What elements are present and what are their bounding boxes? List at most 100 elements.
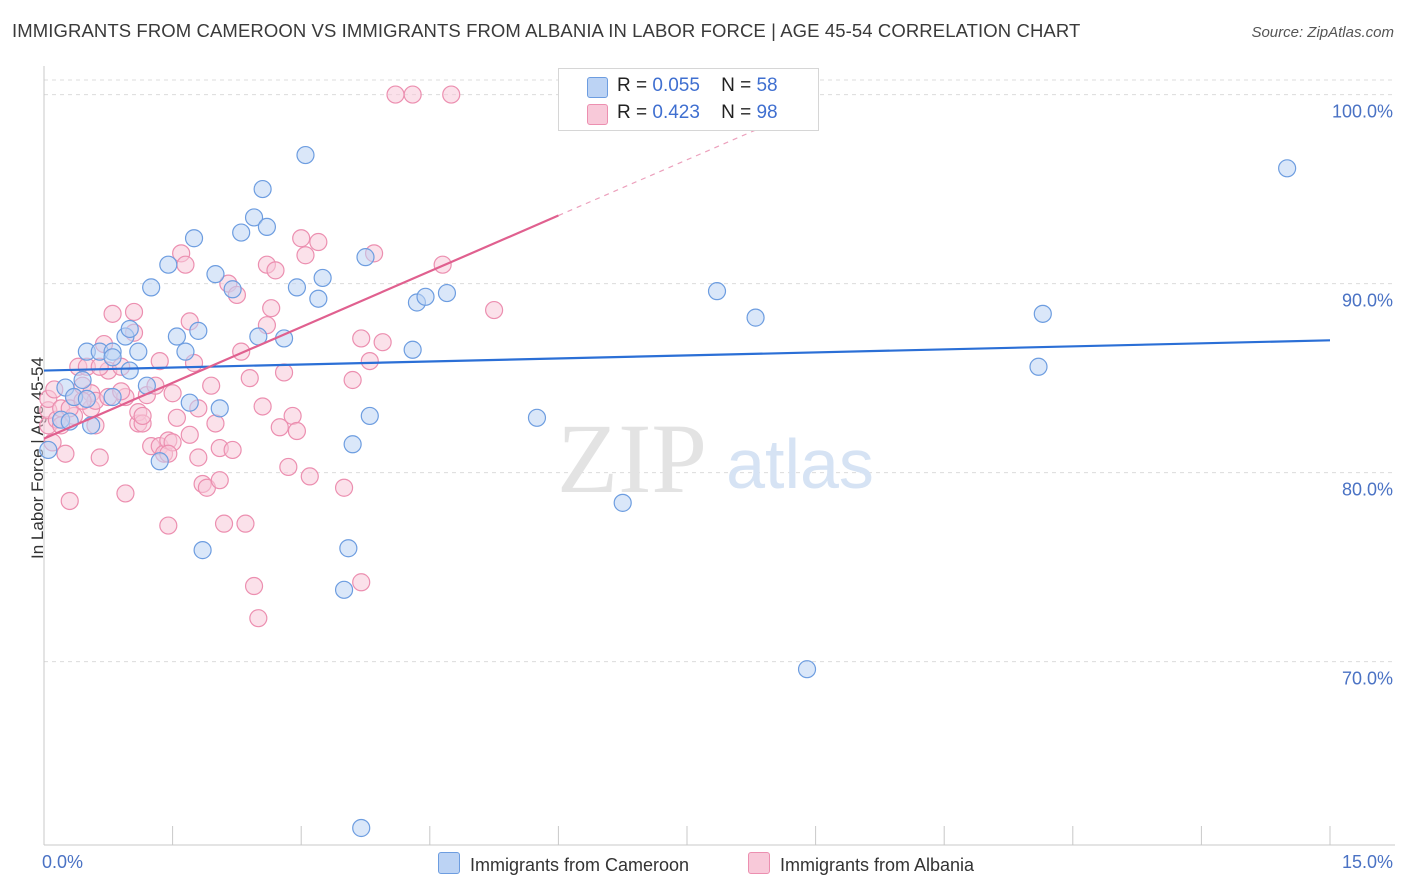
albania-trend-line xyxy=(43,214,559,440)
cameroon-point-57 xyxy=(82,416,101,435)
albania-point-84 xyxy=(373,333,392,352)
albania-point-85 xyxy=(386,85,405,104)
cameroon-points xyxy=(39,145,1297,838)
cameroon-point-36 xyxy=(296,145,315,165)
albania-point-57 xyxy=(223,440,242,460)
cameroon-point-39 xyxy=(334,580,354,599)
albania-point-19 xyxy=(90,448,109,467)
legend-n-value-cameroon: 58 xyxy=(756,75,778,96)
albania-point-89 xyxy=(485,300,504,320)
axes xyxy=(43,66,1395,846)
albania-point-48 xyxy=(189,448,208,467)
watermark-atlas: atlas xyxy=(726,425,874,503)
albania-point-79 xyxy=(343,370,362,390)
bottom-legend-label-cameroon: Immigrants from Cameroon xyxy=(470,855,690,875)
albania-point-70 xyxy=(274,363,294,382)
cameroon-point-28 xyxy=(223,280,242,299)
albania-point-82 xyxy=(360,351,379,371)
cameroon-point-54 xyxy=(1029,357,1048,376)
chart-title: IMMIGRANTS FROM CAMEROON VS IMMIGRANTS F… xyxy=(12,20,1081,41)
cameroon-point-50 xyxy=(613,493,632,512)
albania-point-63 xyxy=(249,609,268,628)
albania-point-52 xyxy=(206,414,225,433)
albania-point-74 xyxy=(292,229,311,248)
cameroon-point-25 xyxy=(193,541,212,560)
albania-point-86 xyxy=(403,85,422,104)
legend-r-value-albania: 0.423 xyxy=(652,102,700,123)
albania-point-62 xyxy=(244,576,264,596)
cameroon-point-11 xyxy=(103,387,122,407)
albania-point-71 xyxy=(279,457,298,477)
albania-point-77 xyxy=(309,232,328,252)
albania-point-81 xyxy=(352,329,371,348)
albania-point-44 xyxy=(176,255,195,274)
cameroon-point-30 xyxy=(244,208,264,227)
cameroon-point-15 xyxy=(129,342,148,361)
albania-point-61 xyxy=(240,369,259,388)
cameroon-point-24 xyxy=(189,321,208,340)
y-tick-label-1: 80.0% xyxy=(1341,479,1393,500)
albania-point-40 xyxy=(163,384,182,403)
cameroon-point-51 xyxy=(707,282,727,301)
y-tick-label-2: 90.0% xyxy=(1341,290,1393,311)
albania-point-72 xyxy=(283,406,302,426)
y-tick-label-3: 100.0% xyxy=(1331,101,1393,122)
cameroon-point-0 xyxy=(39,440,58,460)
cameroon-point-31 xyxy=(253,179,272,199)
albania-point-9 xyxy=(60,491,79,511)
albania-point-73 xyxy=(287,421,307,441)
cameroon-point-29 xyxy=(232,223,251,242)
watermark-zip: ZIP xyxy=(557,403,707,514)
albania-point-35 xyxy=(150,351,169,371)
cameroon-point-33 xyxy=(257,217,277,236)
bottom-legend-swatch-albania xyxy=(748,852,770,874)
legend-r-value-cameroon: 0.055 xyxy=(652,75,700,96)
bottom-legend-cameroon: Immigrants from Cameroon xyxy=(438,852,689,876)
cameroon-point-41 xyxy=(343,435,362,454)
albania-point-75 xyxy=(296,246,315,265)
albania-point-60 xyxy=(236,514,255,533)
albania-point-25 xyxy=(116,484,135,503)
source-credit: Source: ZipAtlas.com xyxy=(1251,24,1394,41)
x-tick-label-min: 0.0% xyxy=(42,852,84,872)
albania-point-54 xyxy=(210,471,229,490)
cameroon-point-35 xyxy=(287,278,307,297)
albania-point-95 xyxy=(133,406,152,426)
albania-point-55 xyxy=(214,514,234,533)
cameroon-point-47 xyxy=(416,287,435,306)
cameroon-point-40 xyxy=(339,539,358,558)
cameroon-point-17 xyxy=(142,278,161,297)
cameroon-point-55 xyxy=(1033,304,1052,323)
cameroon-point-42 xyxy=(352,818,371,838)
legend-swatch-albania xyxy=(587,104,608,125)
albania-point-42 xyxy=(167,408,186,427)
albania-point-78 xyxy=(334,478,354,497)
cameroon-point-44 xyxy=(360,406,379,426)
cameroon-point-49 xyxy=(527,408,547,427)
cameroon-point-20 xyxy=(167,327,186,346)
albania-point-23 xyxy=(103,304,122,323)
cameroon-point-52 xyxy=(746,308,765,327)
albania-point-38 xyxy=(159,516,178,535)
cameroon-point-43 xyxy=(356,248,375,267)
stats-legend: R = 0.055 N = 58 R = 0.423 N = 98 xyxy=(558,68,819,131)
cameroon-point-10 xyxy=(103,348,122,367)
albania-point-67 xyxy=(262,299,281,318)
albania-point-68 xyxy=(266,261,285,280)
bottom-legend-label-albania: Immigrants from Albania xyxy=(780,855,975,875)
cameroon-point-22 xyxy=(180,393,199,412)
legend-swatch-cameroon xyxy=(587,77,608,98)
bottom-legend-albania: Immigrants from Albania xyxy=(748,852,974,876)
albania-point-97 xyxy=(180,425,199,444)
cameroon-point-23 xyxy=(184,229,204,248)
cameroon-point-27 xyxy=(210,399,229,418)
cameroon-point-26 xyxy=(206,265,225,284)
watermark: ZIP atlas xyxy=(557,403,874,514)
legend-n-value-albania: 98 xyxy=(756,102,778,123)
cameroon-point-37 xyxy=(309,289,328,308)
cameroon-point-53 xyxy=(797,660,817,679)
bottom-legend-swatch-cameroon xyxy=(438,852,460,874)
cameroon-point-6 xyxy=(77,389,96,409)
cameroon-point-21 xyxy=(176,342,195,361)
